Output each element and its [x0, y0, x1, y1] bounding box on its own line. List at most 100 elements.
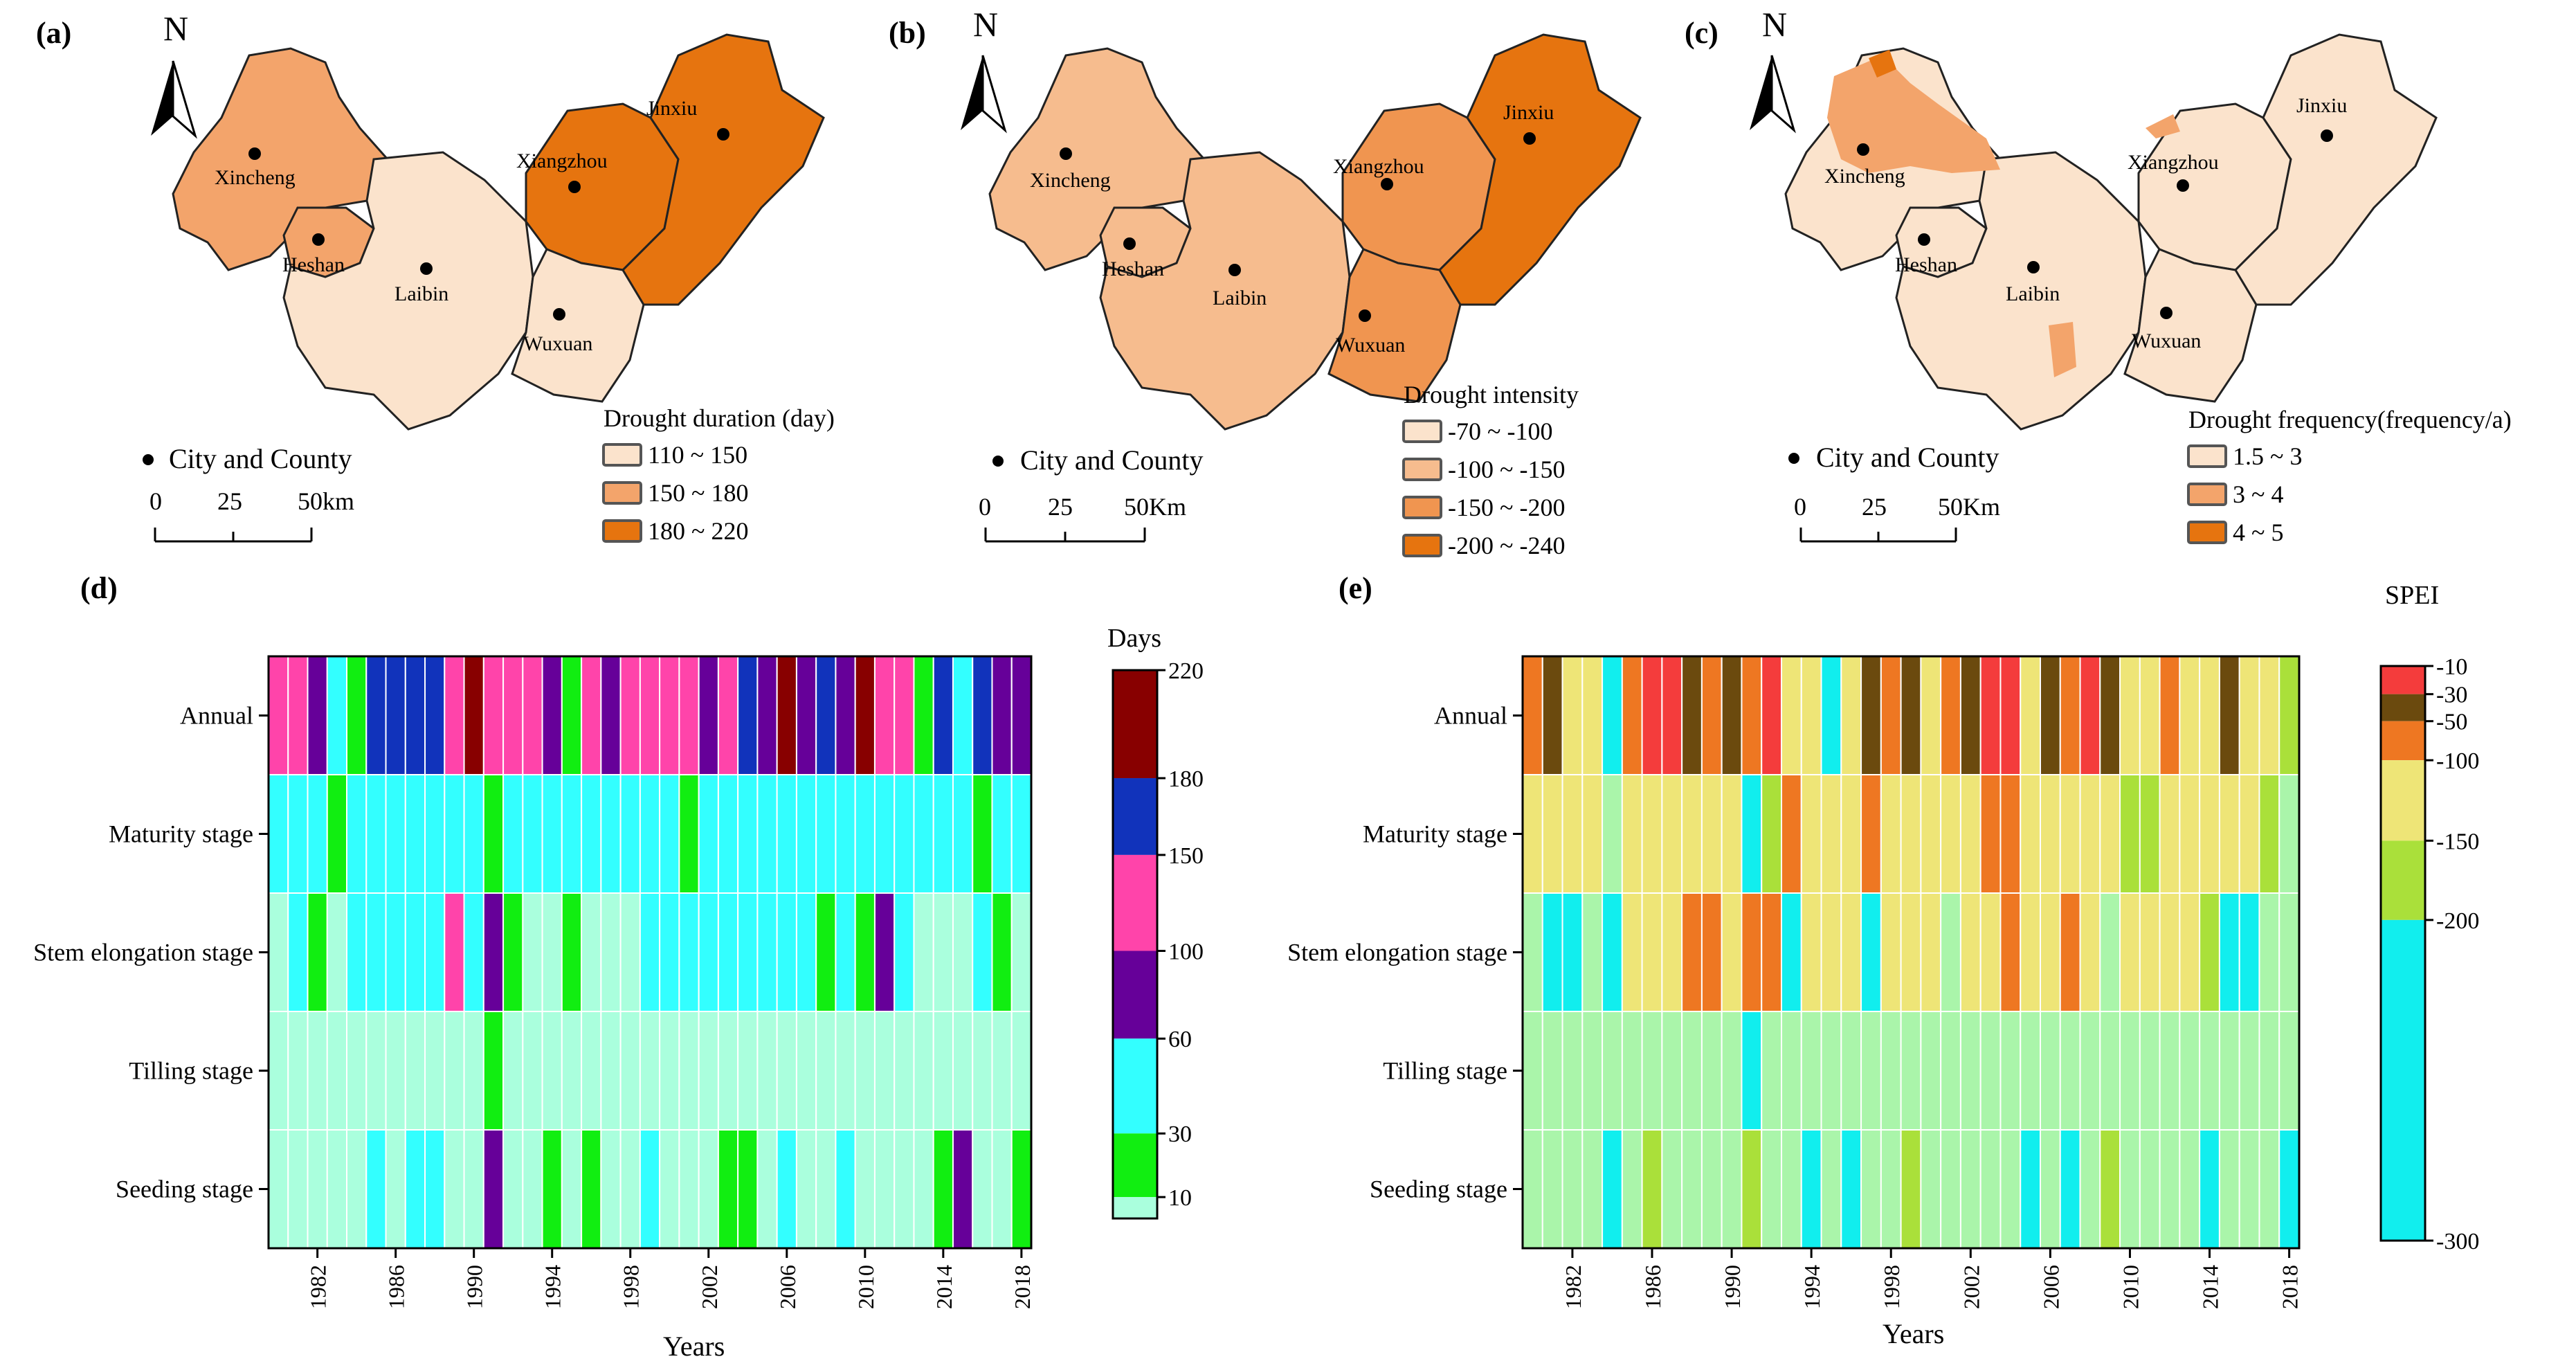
- colorbar-tick-label: 100: [1168, 939, 1204, 965]
- heatmap-cell: [444, 892, 465, 1012]
- heatmap-cell: [1761, 656, 1782, 775]
- heatmap-cell: [756, 892, 778, 1012]
- city-label: Wuxuan: [1336, 334, 1405, 357]
- heatmap-cell: [365, 1129, 387, 1249]
- city-markers: [1060, 132, 1536, 322]
- city-label: Xiangzhou: [516, 150, 608, 172]
- heatmap-cell: [659, 656, 680, 775]
- heatmap-cell: [1010, 1129, 1032, 1249]
- heatmap-cell: [1561, 656, 1584, 775]
- heatmap-cell: [932, 892, 954, 1012]
- heatmap-cell: [2199, 1011, 2220, 1131]
- colorbar-tick-label: -30: [2436, 683, 2467, 708]
- region-jinxiu: [622, 33, 825, 306]
- heatmap-cell: [581, 1011, 602, 1131]
- heatmap-cell: [913, 774, 934, 894]
- heatmap-cell: [815, 656, 837, 775]
- heatmap-cell: [1820, 656, 1842, 775]
- heatmap-cell: [1602, 1011, 1623, 1131]
- heatmap-cell: [2238, 892, 2260, 1012]
- heatmap-cell: [991, 774, 1013, 894]
- heatmap-cell: [1840, 892, 1862, 1012]
- city-label: Laibin: [2006, 282, 2060, 305]
- heatmap-cell: [2199, 774, 2220, 894]
- colorbar-segment: [1113, 1133, 1157, 1198]
- heatmap-cell: [619, 656, 641, 775]
- heatmap-cell: [795, 774, 817, 894]
- heatmap-cell: [1010, 892, 1032, 1012]
- heatmap-cell: [698, 1011, 719, 1131]
- scale-tick-label: 0: [979, 493, 991, 521]
- heatmap-cell: [2119, 1129, 2141, 1249]
- heatmap-cell: [2099, 774, 2121, 894]
- row-label: Tilling stage: [1383, 1057, 1507, 1085]
- colorbar-tick-label: -100: [2436, 748, 2479, 774]
- scale-bar: 0 25 50Km: [979, 493, 1186, 543]
- heatmap-cell: [1999, 774, 2022, 894]
- heatmap-cell: [698, 774, 719, 894]
- heatmap-cell: [835, 1129, 856, 1249]
- heatmap-cell: [522, 656, 543, 775]
- legend-title: Drought duration (day): [604, 404, 835, 432]
- heatmap-cell: [600, 774, 622, 894]
- heatmap-cell: [502, 1011, 524, 1131]
- heatmap-cell: [795, 1011, 817, 1131]
- heatmap-cell: [1940, 1011, 1961, 1131]
- heatmap-cell: [1641, 1129, 1663, 1249]
- heatmap-cell: [424, 656, 446, 775]
- heatmap-cell: [972, 656, 993, 775]
- heatmap-cell: [268, 1011, 289, 1131]
- colorbar-segment: [1113, 1197, 1157, 1218]
- heatmap-cell: [346, 892, 368, 1012]
- heatmap-cell: [639, 774, 661, 894]
- heatmap-cell: [952, 774, 974, 894]
- heatmap-cell: [444, 656, 465, 775]
- heatmap-cell: [541, 774, 563, 894]
- heatmap-cell: [1522, 1011, 1543, 1131]
- heatmap-cell: [2139, 656, 2161, 775]
- heatmap-cell: [2218, 1011, 2240, 1131]
- point-legend-icon: [992, 456, 1004, 467]
- heatmap-cell: [2119, 656, 2141, 775]
- heatmap-cell: [2278, 1011, 2300, 1131]
- heatmap-cell: [1761, 774, 1782, 894]
- heatmap-cell: [2159, 1011, 2181, 1131]
- heatmap-cell: [1761, 1011, 1782, 1131]
- heatmap-cell: [2059, 656, 2081, 775]
- heatmap-cell: [639, 1011, 661, 1131]
- heatmap-cell: [678, 1129, 700, 1249]
- heatmap-cell: [561, 1129, 583, 1249]
- heatmap-cell: [835, 774, 856, 894]
- colorbar-segment: [2381, 760, 2425, 841]
- heatmap-cell: [678, 656, 700, 775]
- panel-label: (a): [36, 16, 71, 50]
- heatmap-panel-d: (d) Annual Maturity stage Stem elongation …: [33, 571, 1204, 1362]
- scale-tick-label: 50km: [298, 487, 354, 515]
- heatmap-cell: [326, 1011, 348, 1131]
- heatmap-cell: [522, 1011, 543, 1131]
- heatmap-cell: [1979, 1011, 2002, 1131]
- heatmap-cell: [1541, 774, 1563, 894]
- heatmap-cell: [1661, 1129, 1683, 1249]
- heatmap-cell: [600, 892, 622, 1012]
- heatmap-cell: [2059, 1011, 2081, 1131]
- heatmap-cell: [1621, 656, 1643, 775]
- heatmap-cell: [287, 774, 309, 894]
- heatmap-cell: [1661, 774, 1683, 894]
- colorbar-tick-label: -50: [2436, 710, 2467, 735]
- heatmap-cell: [1999, 656, 2022, 775]
- scale-tick-label: 25: [1862, 493, 1887, 521]
- row-label: Seeding stage: [1370, 1176, 1507, 1203]
- heatmap-cell: [307, 1129, 328, 1249]
- x-axis-label: Years: [1883, 1318, 1944, 1349]
- heatmap-cell: [717, 1011, 739, 1131]
- colorbar-tick-label: 150: [1168, 843, 1204, 869]
- heatmap-cell: [776, 656, 797, 775]
- legend-swatch: [2187, 521, 2227, 544]
- heatmap-cell: [2258, 774, 2280, 894]
- heatmap-cell: [1621, 1011, 1643, 1131]
- city-label: Laibin: [394, 282, 448, 305]
- heatmap-cell: [894, 1129, 915, 1249]
- heatmap-cell: [600, 1129, 622, 1249]
- heatmap-cell: [1820, 774, 1842, 894]
